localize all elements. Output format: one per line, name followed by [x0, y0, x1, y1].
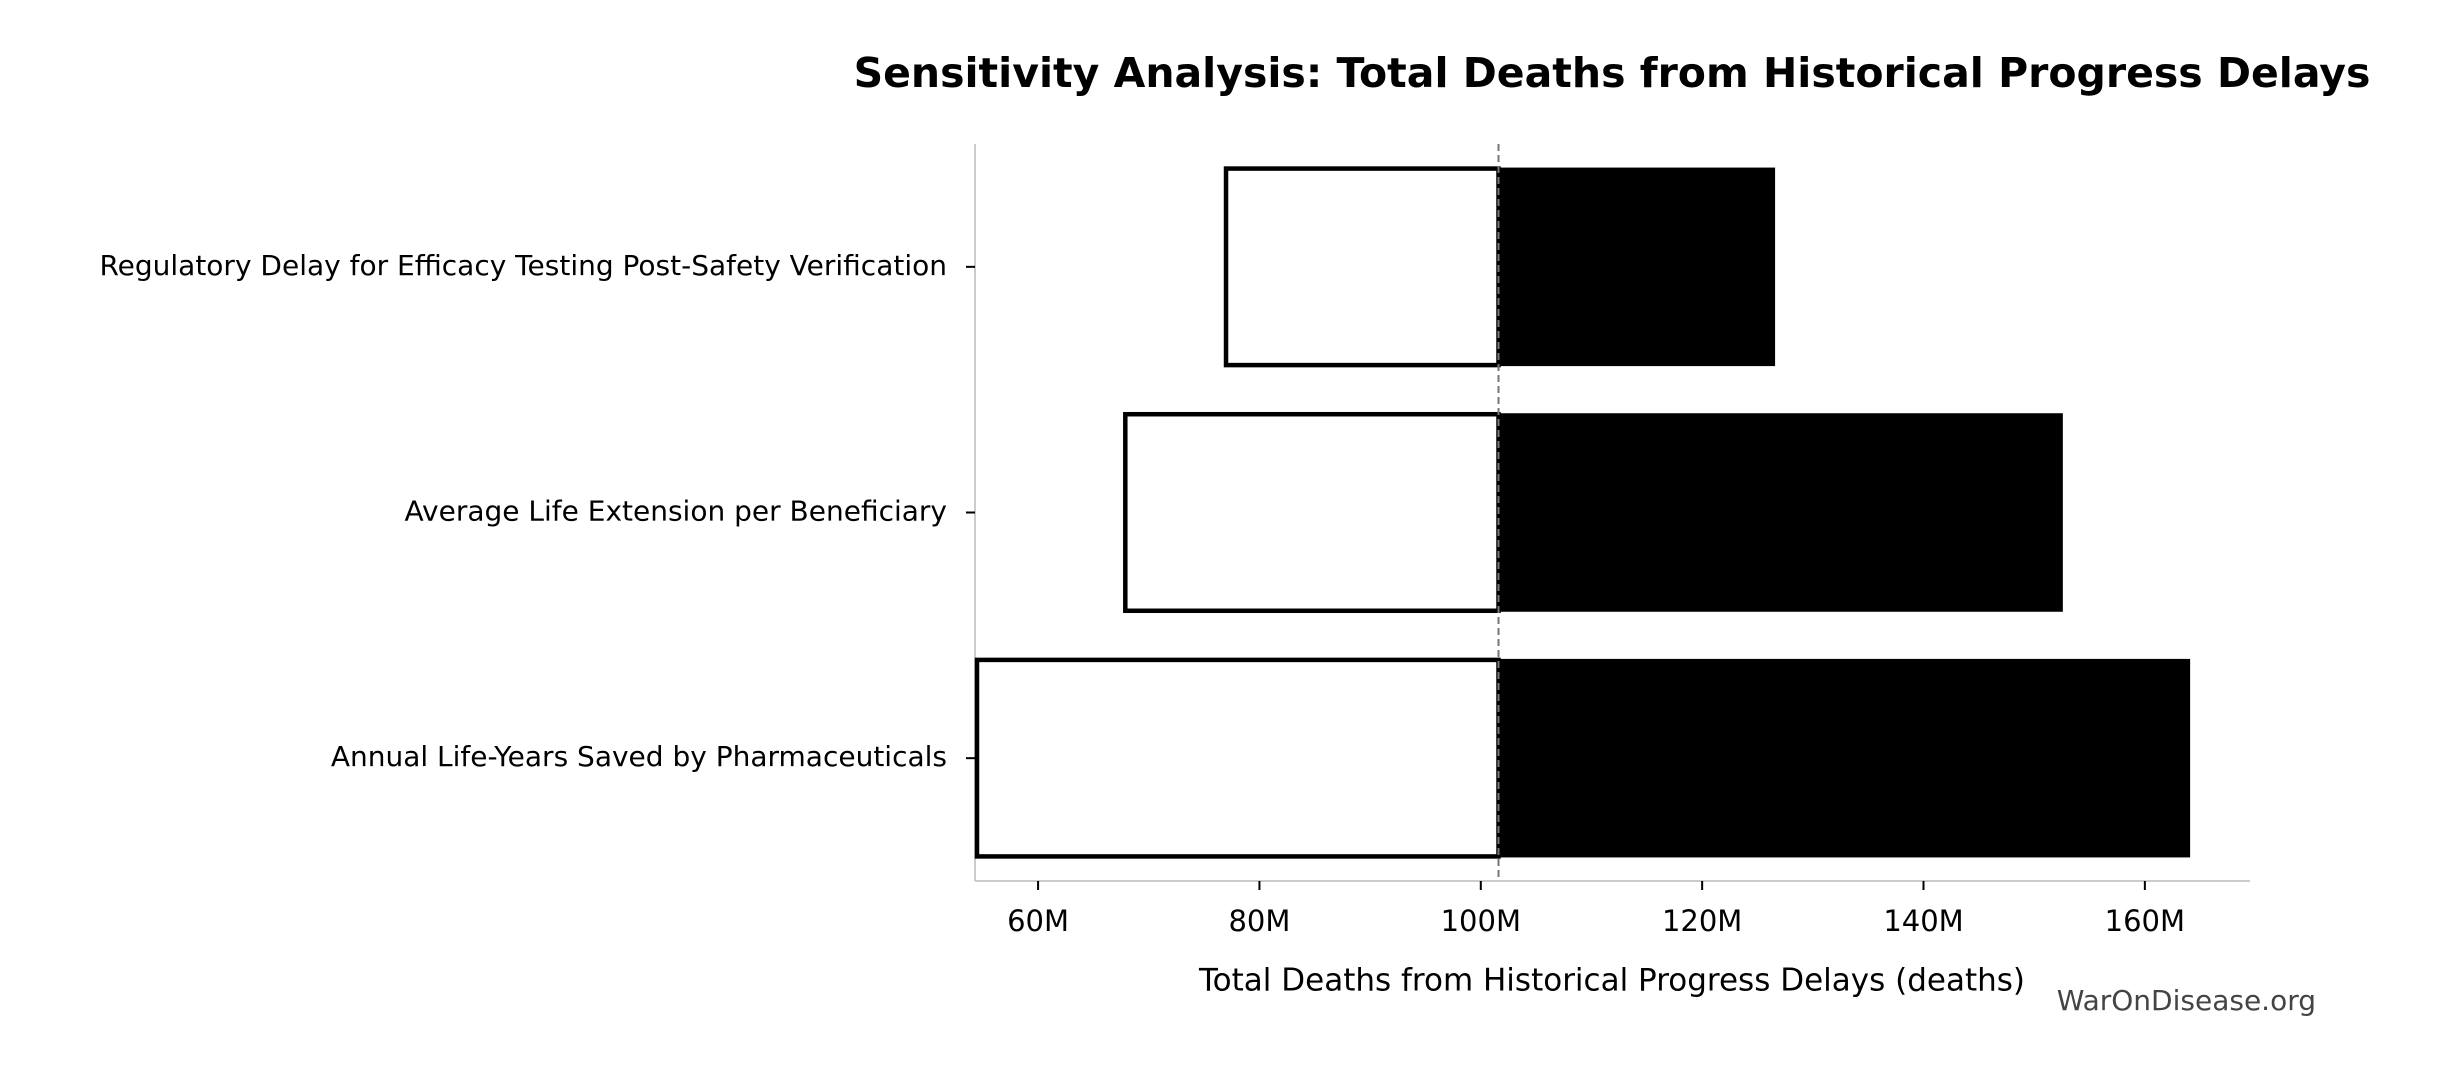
- y-tick-label: Annual Life-Years Saved by Pharmaceutica…: [331, 740, 947, 773]
- x-tick-label: 160M: [2105, 904, 2185, 938]
- low-bar: [1123, 411, 1501, 614]
- low-bar: [1223, 166, 1501, 368]
- x-tick-label: 100M: [1441, 904, 1521, 938]
- x-tick-label: 60M: [1007, 904, 1069, 938]
- high-bar: [1497, 167, 1776, 367]
- high-bar: [1497, 658, 2191, 858]
- x-tick-label: 120M: [1662, 904, 1742, 938]
- watermark: WarOnDisease.org: [2057, 984, 2316, 1017]
- x-tick-label: 140M: [1883, 904, 1963, 938]
- x-axis-label: Total Deaths from Historical Progress De…: [1198, 963, 2025, 999]
- chart-title: Sensitivity Analysis: Total Deaths from …: [854, 49, 2371, 97]
- x-tick-label: 80M: [1228, 904, 1290, 938]
- y-tick-label: Regulatory Delay for Efficacy Testing Po…: [99, 249, 947, 282]
- high-bar: [1497, 413, 2063, 612]
- y-tick-label: Average Life Extension per Beneficiary: [405, 495, 947, 528]
- low-bar: [974, 657, 1501, 859]
